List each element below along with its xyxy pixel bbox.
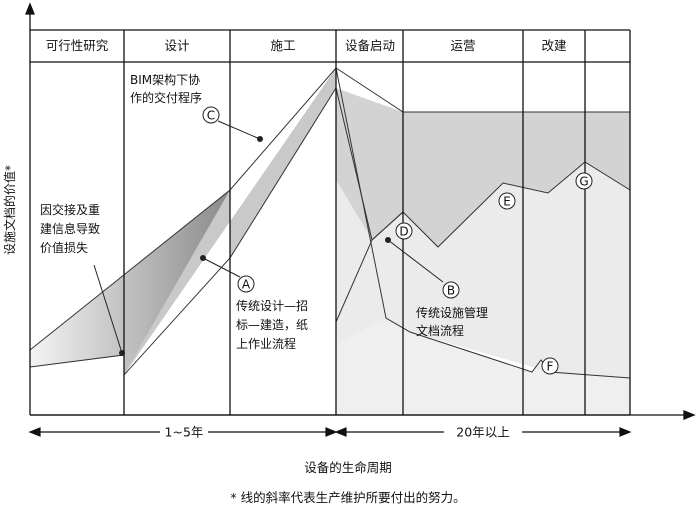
duration-short-label: 1~5年 <box>165 425 204 440</box>
loss-annotation-line-1: 因交接及重 <box>40 202 100 217</box>
handover-rebuild-curve <box>335 211 404 323</box>
bim-annotation: BIM架构下协 作的交付程序 <box>130 72 202 105</box>
svg-text:B: B <box>447 284 455 298</box>
marker-f: F <box>541 357 559 375</box>
traditional-fm-annotation: 传统设施管理 文档流程 <box>416 305 488 338</box>
value-loss-area <box>30 190 230 375</box>
y-axis-label: 设施文档的价值* <box>2 165 17 255</box>
traditional-design-line-2: 标—建造，纸 <box>236 318 308 332</box>
svg-text:A: A <box>242 278 251 292</box>
marker-d: D <box>395 222 413 240</box>
duration-long-arrow <box>334 427 632 437</box>
phase-construction: 施工 <box>270 38 295 53</box>
loss-annotation: 因交接及重 建信息导致 价值损失 <box>40 202 100 255</box>
marker-e: E <box>498 192 516 210</box>
svg-text:D: D <box>399 225 408 239</box>
loss-annotation-line-3: 价值损失 <box>40 240 88 255</box>
footnote: * 线的斜率代表生产维护所要付出的努力。 <box>230 490 465 505</box>
duration-short-arrow <box>28 427 338 437</box>
svg-text:G: G <box>579 175 588 189</box>
phase-commissioning: 设备启动 <box>345 38 395 53</box>
fm-lower-area <box>336 162 630 378</box>
leader-lines <box>93 120 444 356</box>
phase-operation: 运营 <box>450 38 475 53</box>
marker-c: C <box>202 106 220 124</box>
x-axis-label: 设备的生命周期 <box>304 460 392 475</box>
bim-annotation-line-2: 作的交付程序 <box>130 90 202 105</box>
traditional-design-annotation: 传统设计—招 标—建造，纸 上作业流程 <box>236 298 308 351</box>
loss-annotation-line-2: 建信息导致 <box>40 221 100 236</box>
marker-g: G <box>575 172 593 190</box>
traditional-fm-line-2: 文档流程 <box>416 323 464 338</box>
phase-design: 设计 <box>164 38 189 53</box>
phase-renovation: 改建 <box>541 38 567 53</box>
traditional-design-line-3: 上作业流程 <box>236 336 296 351</box>
svg-text:E: E <box>503 195 511 209</box>
svg-text:F: F <box>547 360 554 374</box>
traditional-fm-line-1: 传统设施管理 <box>416 305 488 320</box>
marker-a: A <box>237 275 255 293</box>
axes <box>25 2 696 420</box>
traditional-design-line-1: 传统设计—招 <box>236 298 308 313</box>
operations-background-area <box>336 318 630 415</box>
marker-b: B <box>442 281 460 299</box>
traditional-fm-area <box>336 88 630 247</box>
duration-long-label: 20年以上 <box>456 425 509 440</box>
phase-feasibility: 可行性研究 <box>46 38 109 53</box>
bim-annotation-line-1: BIM架构下协 <box>130 72 200 87</box>
svg-text:C: C <box>207 109 215 123</box>
